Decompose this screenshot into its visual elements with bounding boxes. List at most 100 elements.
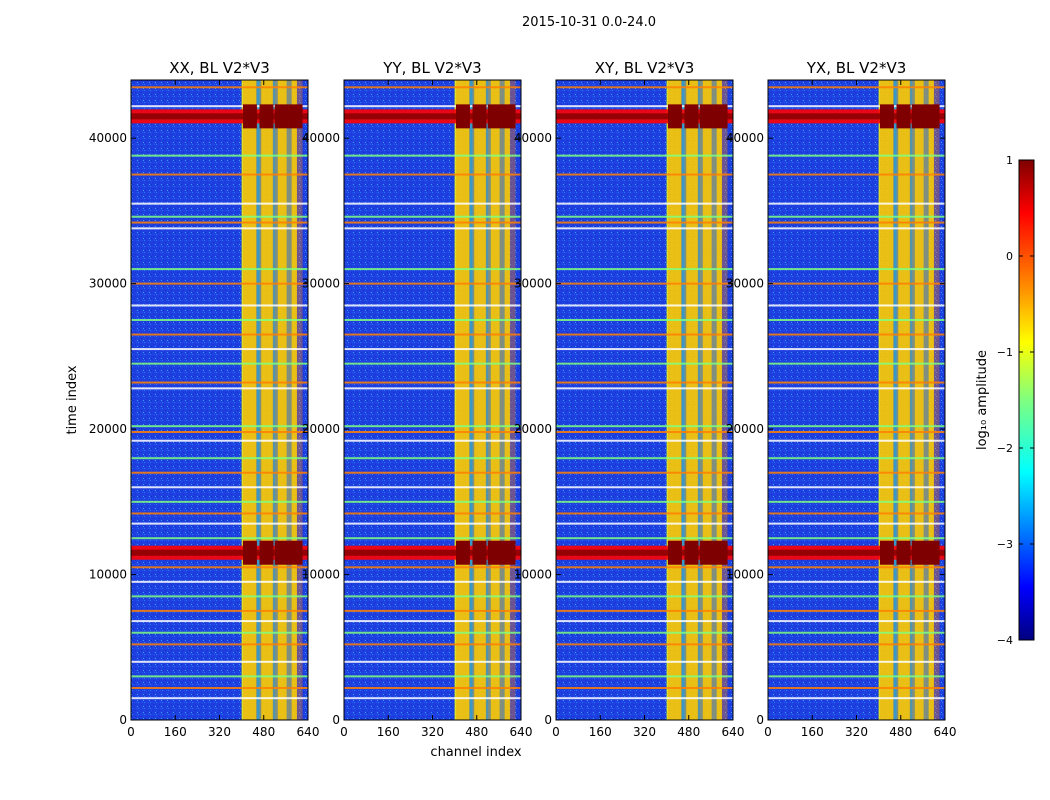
flagged-time-row bbox=[768, 457, 945, 460]
flagged-time-row bbox=[768, 381, 945, 384]
flagged-time-row bbox=[131, 697, 308, 700]
flagged-time-row bbox=[344, 282, 521, 285]
flagged-time-row bbox=[131, 282, 308, 285]
flagged-time-row bbox=[768, 512, 945, 515]
flagged-time-row bbox=[131, 675, 308, 678]
strong-band-core bbox=[768, 549, 945, 556]
flagged-time-row bbox=[131, 362, 308, 365]
flagged-time-row bbox=[556, 215, 733, 218]
flagged-time-row bbox=[131, 595, 308, 598]
y-tick-label: 10000 bbox=[514, 568, 552, 582]
channel-gap bbox=[697, 80, 703, 720]
flagged-time-row bbox=[344, 227, 521, 230]
flagged-time-row bbox=[556, 580, 733, 583]
flagged-time-row bbox=[344, 304, 521, 307]
y-tick-label: 10000 bbox=[302, 568, 340, 582]
flagged-time-row bbox=[131, 425, 308, 428]
flagged-time-row bbox=[768, 486, 945, 489]
panel-xy: XY, BL V2*V3 0 160 320 480 640 0 10000 20000 3000… bbox=[514, 59, 745, 739]
flagged-time-row bbox=[344, 431, 521, 433]
channel-gap bbox=[485, 80, 491, 720]
flagged-time-row bbox=[344, 362, 521, 365]
flagged-time-row bbox=[556, 304, 733, 307]
colorbar-tick-label: −2 bbox=[997, 442, 1013, 455]
heatmap-panels: XX, BL V2*V3 0 160 320 480 640 0 10000 20000 3000… bbox=[89, 59, 957, 739]
colorbar-ticks: 1 0 −1 −2 −3 −4 bbox=[997, 154, 1034, 647]
flagged-time-row bbox=[768, 425, 945, 428]
colorbar-tick-label: 1 bbox=[1006, 154, 1013, 167]
flagged-time-row bbox=[768, 282, 945, 285]
channel-gap bbox=[923, 80, 929, 720]
flagged-time-row bbox=[131, 471, 308, 474]
flagged-time-row bbox=[344, 522, 521, 525]
flagged-time-row bbox=[131, 566, 308, 569]
x-tick-label: 640 bbox=[297, 725, 320, 739]
flagged-time-row bbox=[344, 537, 521, 540]
flagged-time-row bbox=[131, 620, 308, 623]
saturated-block bbox=[911, 104, 926, 129]
active-channel-column bbox=[288, 80, 303, 720]
active-channel-column bbox=[487, 80, 502, 720]
flagged-time-row bbox=[131, 431, 308, 433]
flagged-time-row bbox=[131, 215, 308, 218]
flagged-time-row bbox=[556, 202, 733, 205]
active-channel-column bbox=[274, 80, 289, 720]
y-tick-label: 0 bbox=[756, 713, 764, 727]
active-channel-column bbox=[667, 80, 682, 720]
flagged-time-row bbox=[344, 697, 521, 700]
x-tick-label: 480 bbox=[465, 725, 488, 739]
flagged-time-row bbox=[131, 221, 308, 224]
saturated-block bbox=[879, 540, 894, 565]
flagged-time-row bbox=[768, 620, 945, 623]
flagged-time-row bbox=[131, 319, 308, 321]
x-tick-label: 640 bbox=[934, 725, 957, 739]
channel-gap bbox=[681, 80, 687, 720]
active-channel-column bbox=[472, 80, 487, 720]
y-tick-label: 30000 bbox=[726, 277, 764, 291]
flagged-time-row bbox=[131, 660, 308, 663]
flagged-time-row bbox=[131, 643, 308, 646]
saturated-block bbox=[684, 540, 699, 565]
active-channel-column bbox=[911, 80, 926, 720]
strong-band-core bbox=[556, 113, 733, 120]
y-tick-label: 30000 bbox=[514, 277, 552, 291]
channel-gap bbox=[499, 80, 505, 720]
flagged-time-row bbox=[344, 486, 521, 489]
flagged-time-row bbox=[131, 609, 308, 612]
saturated-block bbox=[259, 540, 274, 565]
flagged-time-row bbox=[768, 319, 945, 321]
y-tick-label: 40000 bbox=[514, 131, 552, 145]
flagged-time-row bbox=[344, 387, 521, 390]
flagged-time-row bbox=[131, 512, 308, 515]
flagged-time-row bbox=[556, 675, 733, 678]
flagged-time-row bbox=[556, 512, 733, 515]
flagged-time-row bbox=[556, 631, 733, 634]
flagged-time-row bbox=[556, 522, 733, 525]
flagged-time-row bbox=[344, 457, 521, 460]
flagged-time-row bbox=[556, 500, 733, 503]
saturated-block bbox=[472, 540, 487, 565]
flagged-time-row bbox=[556, 387, 733, 390]
saturated-block bbox=[713, 540, 728, 565]
flagged-time-row bbox=[556, 381, 733, 384]
flagged-time-row bbox=[556, 486, 733, 489]
saturated-block bbox=[487, 540, 502, 565]
flagged-time-row bbox=[344, 512, 521, 515]
x-tick-label: 0 bbox=[127, 725, 135, 739]
flagged-time-row bbox=[131, 154, 308, 157]
flagged-time-row bbox=[768, 154, 945, 157]
flagged-time-row bbox=[344, 500, 521, 503]
colorbar-tick-label: 0 bbox=[1006, 250, 1013, 263]
flagged-time-row bbox=[556, 319, 733, 321]
channel-gap bbox=[272, 80, 278, 720]
flagged-time-row bbox=[768, 439, 945, 442]
y-tick-label: 40000 bbox=[302, 131, 340, 145]
flagged-time-row bbox=[768, 333, 945, 336]
y-tick-label: 40000 bbox=[89, 131, 127, 145]
colorbar-tick-label: −4 bbox=[997, 634, 1013, 647]
flagged-time-row bbox=[131, 486, 308, 489]
active-channel-column bbox=[896, 80, 911, 720]
saturated-block bbox=[713, 104, 728, 129]
x-tick-label: 640 bbox=[510, 725, 533, 739]
